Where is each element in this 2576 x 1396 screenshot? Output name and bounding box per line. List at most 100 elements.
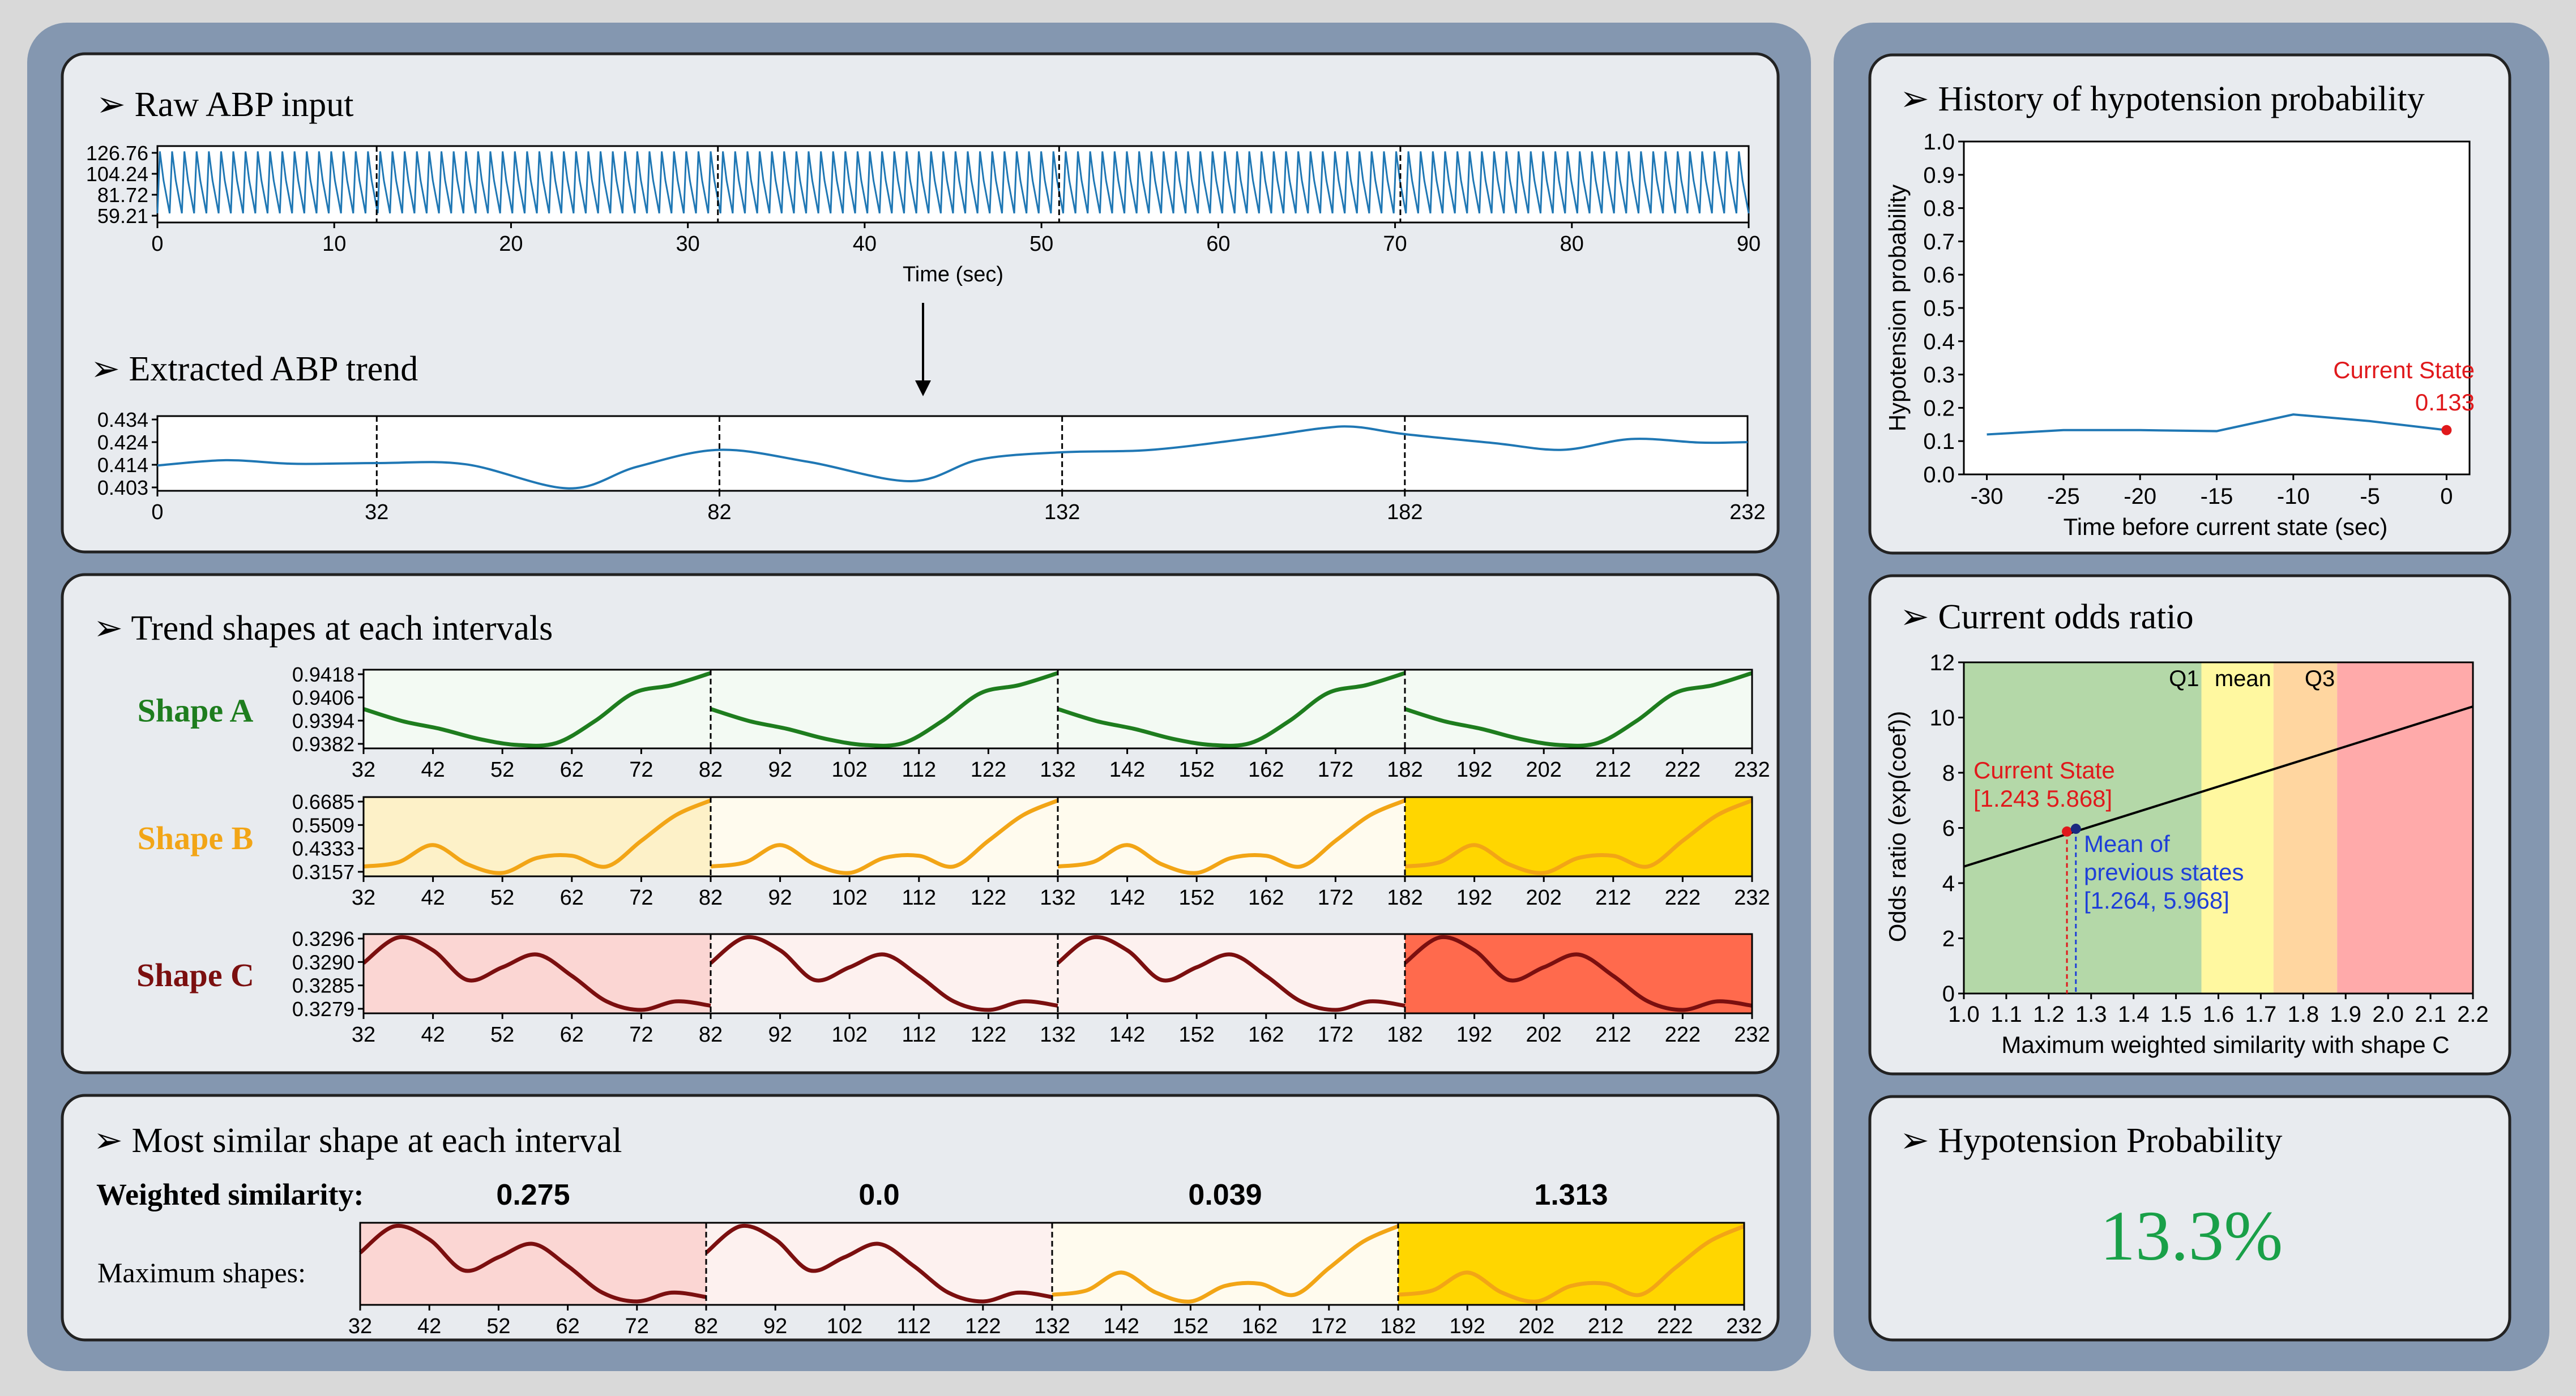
shape-c-row-ytick-label: 0.3290 [292,950,354,974]
shape-c-row-interval-bg [1058,934,1405,1013]
odds-ytick-label: 8 [1942,761,1955,786]
max-shapes-xtick-tick-label: 202 [1519,1314,1554,1338]
max-shapes-xtick-tick-label: 162 [1242,1314,1278,1338]
max-shapes-xtick-tick-label: 82 [694,1314,718,1338]
odds-zone [2201,662,2274,994]
shape-a-row-ytick-label: 0.9418 [292,663,354,686]
shape-c-row-xtick-tick-label: 52 [490,1023,514,1047]
shape-c-row-xtick-tick-label: 82 [699,1023,723,1047]
shape-b-row-curve [363,798,712,875]
shape-b-row-ytick-label: 0.5509 [292,813,354,837]
shape-c-row-xtick-tick-label: 62 [560,1023,584,1047]
max-shapes-xtick-tick-label: 122 [965,1314,1001,1338]
shape-c-row-xtick-tick-label: 72 [629,1023,653,1047]
abp-trend-ytick-label: 0.403 [97,476,148,499]
shape-a-row-curve [1404,671,1753,748]
history-xtick-label: -25 [2047,484,2080,509]
shape-a-row-xtick-tick-label: 122 [971,758,1006,782]
shape-b-row-xtick-tick-label: 142 [1109,886,1145,910]
history-xtick-label: -20 [2124,484,2156,509]
shape-b-row-ytick-label: 0.4333 [292,837,354,860]
history-xtick-label: -10 [2277,484,2310,509]
abp-trend-xtick-label: 182 [1387,500,1422,524]
shape-b-row-xtick-tick-label: 172 [1318,886,1353,910]
odds-xtick-label: 1.8 [2288,1002,2319,1027]
similar-shape-title: ➢ Most similar shape at each interval [93,1121,622,1160]
shape-a-row-xtick-tick-label: 192 [1456,758,1492,782]
shape-a-row-xtick-tick-label: 202 [1526,758,1561,782]
abp-trend-line [157,425,1748,490]
max-shapes-xtick-tick-label: 132 [1034,1314,1070,1338]
shape-b-row-xtick-tick-label: 152 [1178,886,1214,910]
shape-a-row-curve [362,671,712,748]
shape-c-row-curve [362,935,711,1012]
shape-b-row-xtick-tick-label: 192 [1456,886,1492,910]
odds-xtick-label: 2.2 [2457,1002,2489,1027]
max-shapes-xtick-tick-label: 62 [556,1314,579,1338]
shape-b-row-xtick-tick-label: 122 [971,886,1006,910]
shape-c-row-xtick-tick-label: 122 [971,1023,1006,1047]
weighted-similarity-value: 1.313 [1534,1179,1608,1211]
shape-c-row-xtick-tick-label: 212 [1595,1023,1631,1047]
current-state-point [2062,826,2073,837]
weighted-similarity-label: Weighted similarity: [96,1177,364,1211]
odds-title-text: Current odds ratio [1938,598,2193,636]
abp-trend-ytick-label: 0.414 [97,453,148,477]
history-xtick-label: 0 [2440,484,2453,509]
shape-c-row-xtick-tick-label: 32 [352,1023,375,1047]
mean-previous-label-1: Mean of [2084,830,2170,857]
max-shapes-xtick-tick-label: 172 [1311,1314,1347,1338]
shape-a-row-xtick-tick-label: 102 [831,758,867,782]
odds-ytick-label: 2 [1942,927,1955,952]
max-shape-cell-bg [706,1223,1052,1305]
shape-a-row-xtick-tick-label: 52 [490,758,514,782]
odds-xtick-label: 1.7 [2245,1002,2277,1027]
shape-a-row-xtick-tick-label: 162 [1248,758,1284,782]
shape-b-row-ytick-label: 0.6685 [292,790,354,813]
title-arrow: ➢ [93,1121,123,1160]
max-shape-curve [1398,1224,1745,1304]
title-arrow: ➢ [91,350,120,388]
mean-previous-point [2070,824,2081,834]
history-ytick-label: 1.0 [1923,130,1955,155]
shape-c-row-xtick-tick-label: 172 [1318,1023,1353,1047]
shape-b-row-interval-bg [1058,797,1405,876]
max-shape-cell-bg [360,1223,706,1305]
probability-title-text: Hypotension Probability [1938,1121,2282,1160]
raw-abp-title: ➢ Raw ABP input [96,85,353,124]
shape-c-row-curve [709,935,1058,1012]
shape-b-row-xtick-tick-label: 52 [490,886,514,910]
shape-b-row-xtick-tick-label: 72 [629,886,653,910]
raw-abp-xtick-tick-label: 40 [853,232,877,256]
abp-trend-xtick-label: 32 [365,500,388,524]
history-ytick-label: 0.9 [1923,163,1955,188]
shape-a-row-xtick-tick-label: 112 [902,758,937,782]
shape-b-row-interval-bg [711,797,1058,876]
similar-shape-title-text: Most similar shape at each interval [131,1121,622,1160]
shape-b-row-curve [710,798,1059,875]
trend-shapes-title-text: Trend shapes at each intervals [131,609,553,648]
raw-abp-xtick-tick-label: 80 [1560,232,1584,256]
raw-abp-xlabel: Time (sec) [903,263,1003,286]
abp-trend-ytick-label: 0.424 [97,431,148,454]
max-shapes-xtick-tick-label: 182 [1380,1314,1416,1338]
weighted-similarity-value: 0.039 [1188,1179,1262,1211]
shape-b-row-xtick-tick-label: 202 [1526,886,1561,910]
raw-abp-ytick-label: 126.76 [86,142,148,165]
abp-trend-xtick-label: 82 [707,500,731,524]
history-current-point [2441,425,2452,435]
history-ytick-label: 0.3 [1923,363,1955,388]
raw-abp-xtick-tick-label: 60 [1206,232,1230,256]
shape-c-row-xtick-tick-label: 152 [1178,1023,1214,1047]
odds-ytick-label: 4 [1942,871,1955,896]
q1-label: Q1 [2169,666,2199,691]
shape-a-row-xtick-tick-label: 212 [1595,758,1631,782]
history-xtick-label: -30 [1971,484,2003,509]
shape-b-row-curve [1404,798,1753,875]
history-ytick-label: 0.0 [1923,463,1955,487]
odds-zone [2337,662,2473,994]
history-ytick-label: 0.8 [1923,196,1955,221]
max-shape-cell-bg [1398,1223,1744,1305]
